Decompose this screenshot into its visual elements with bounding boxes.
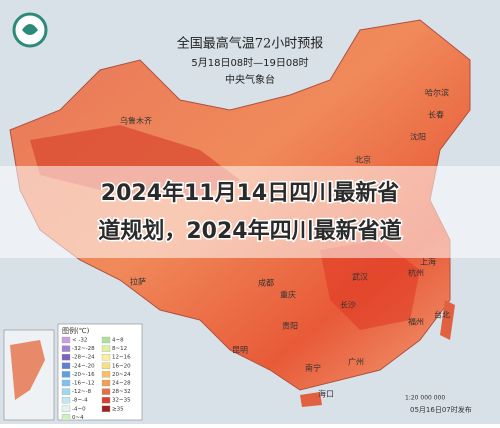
legend-label: 8~12: [112, 346, 127, 352]
legend-label: 16~20: [112, 363, 131, 369]
legend-swatch: [61, 397, 71, 404]
legend-label: -12~-8: [72, 389, 92, 395]
city: 武汉: [352, 272, 368, 282]
legend-swatch: [101, 397, 111, 404]
legend-swatch: [61, 354, 71, 361]
inset-sea-area: [10, 340, 45, 400]
legend-label: -32~-28: [72, 346, 95, 352]
headline-banner: [0, 166, 500, 258]
legend-swatch: [61, 336, 71, 344]
legend: 图例(℃) < -32 -32~-28 -28~-24 -24~-20 -20~-16 -…: [57, 323, 143, 421]
legend-swatch: [101, 362, 111, 369]
legend-label: 28~32: [112, 389, 131, 395]
city: 昆明: [232, 346, 248, 355]
legend-title: 图例(℃): [62, 326, 90, 335]
legend-label: 0~4: [72, 415, 84, 421]
issued-time: 05月16日07时发布: [410, 405, 472, 414]
headline: 道规划，2024年四川最新省道: [98, 218, 401, 244]
legend-swatch: [101, 371, 111, 378]
legend-label: -28~-24: [72, 355, 95, 361]
city: 北京: [355, 155, 371, 165]
city: 拉萨: [130, 277, 146, 287]
city: 南宁: [305, 363, 321, 373]
legend-label: -20~-16: [72, 372, 95, 378]
legend-swatch: [61, 371, 71, 378]
legend-label: 12~16: [112, 355, 131, 361]
map-issuer: 中央气象台: [225, 73, 275, 86]
legend-box: [57, 323, 143, 421]
city: 成都: [258, 278, 274, 288]
legend-swatch: [61, 388, 71, 395]
city: 贵阳: [282, 321, 298, 331]
map-period: 5月18日08时—19日08时: [191, 57, 308, 69]
legend-swatch: [101, 388, 111, 395]
legend-label: ≥35: [112, 406, 124, 412]
city: 哈尔滨: [425, 88, 449, 98]
map-title: 全国最高气温72小时预报: [177, 36, 324, 52]
island: [300, 392, 322, 407]
city: 海口: [318, 389, 334, 399]
legend-label: -16~-12: [72, 381, 95, 387]
city: 长沙: [340, 300, 356, 310]
legend-swatch: [61, 405, 71, 412]
legend-label: -8~-4: [72, 398, 88, 404]
city: 重庆: [280, 290, 296, 300]
city: 上海: [420, 257, 436, 267]
scale: 1:20 000 000: [405, 395, 445, 402]
legend-label: < -32: [72, 338, 87, 344]
city: 广州: [348, 357, 364, 367]
city: 福州: [408, 318, 424, 327]
legend-swatch: [61, 345, 71, 352]
city: 长春: [428, 110, 444, 120]
legend-swatch: [61, 362, 71, 369]
legend-label: -24~-20: [72, 363, 95, 369]
heat-zone: [320, 240, 420, 330]
headline: 2024年11月14日四川最新省: [101, 180, 399, 206]
legend-label: -4~0: [72, 406, 86, 412]
legend-label: 24~28: [112, 381, 131, 387]
island: [440, 300, 455, 340]
legend-swatch: [101, 336, 111, 344]
city: 杭州: [408, 268, 424, 278]
legend-swatch: [101, 405, 111, 412]
city: 沈阳: [410, 132, 426, 142]
legend-swatch: [101, 379, 111, 387]
legend-swatch: [101, 345, 111, 352]
city: 台北: [434, 310, 450, 320]
legend-label: 32~35: [112, 398, 131, 404]
legend-swatch: [61, 379, 71, 387]
city: 乌鲁木齐: [120, 116, 152, 126]
legend-swatch: [61, 414, 71, 421]
legend-label: 20~24: [112, 372, 131, 378]
logo-mark: [22, 24, 38, 35]
legend-swatch: [101, 354, 111, 361]
legend-label: 4~8: [112, 338, 124, 344]
